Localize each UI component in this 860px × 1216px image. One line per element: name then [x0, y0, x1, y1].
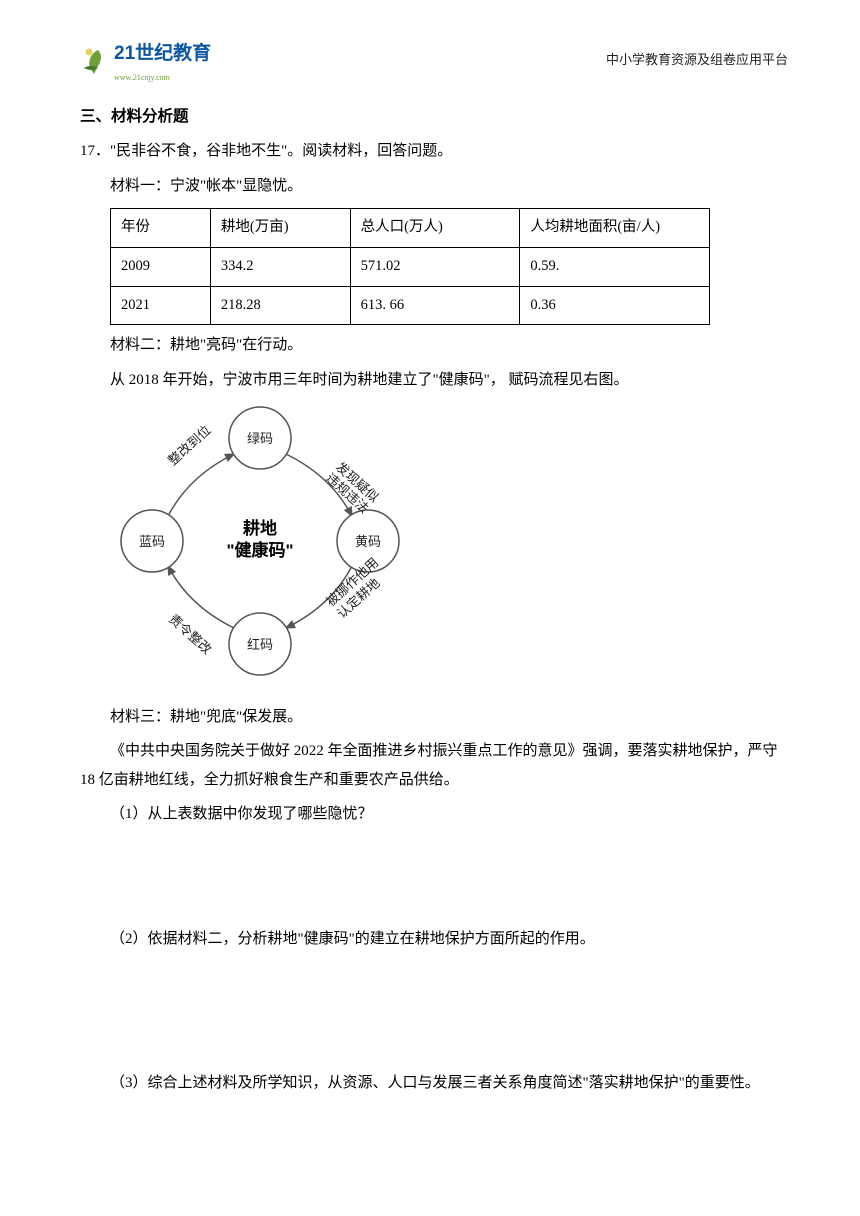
- diagram-node-red: 红码: [247, 637, 273, 652]
- section-title: 三、材料分析题: [80, 102, 788, 131]
- diagram-edge-bl: 责令整改: [166, 611, 215, 657]
- page-header: 21世纪教育 www.21cnjy.com 中小学教育资源及组卷应用平台: [80, 36, 788, 85]
- logo-main-text: 21世纪教育: [114, 36, 211, 72]
- header-right-text: 中小学教育资源及组卷应用平台: [606, 48, 788, 73]
- material-2-label: 材料二：耕地"亮码"在行动。: [110, 331, 788, 360]
- table-cell: 334.2: [210, 247, 350, 286]
- table-cell: 218.28: [210, 286, 350, 325]
- table-cell: 人均耕地面积(亩/人): [520, 209, 710, 248]
- diagram-center-1: 耕地: [243, 518, 277, 538]
- question-stem-text: "民非谷不食，谷非地不生"。阅读材料，回答问题。: [110, 143, 452, 159]
- data-table: 年份 耕地(万亩) 总人口(万人) 人均耕地面积(亩/人) 2009 334.2…: [110, 208, 710, 325]
- table-cell: 571.02: [350, 247, 520, 286]
- diagram-node-blue: 蓝码: [139, 534, 165, 549]
- logo-block: 21世纪教育 www.21cnjy.com: [80, 36, 211, 85]
- question-number: 17．: [80, 143, 110, 159]
- material-1-label: 材料一：宁波"帐本"显隐忧。: [110, 172, 788, 201]
- material-3-text: 《中共中央国务院关于做好 2022 年全面推进乡村振兴重点工作的意见》强调，要落…: [80, 737, 788, 794]
- question-stem: 17．"民非谷不食，谷非地不生"。阅读材料，回答问题。: [80, 137, 788, 166]
- diagram-center-2: "健康码": [226, 540, 293, 560]
- table-cell: 0.59.: [520, 247, 710, 286]
- subquestion-2: （2）依据材料二，分析耕地"健康码"的建立在耕地保护方面所起的作用。: [110, 925, 788, 954]
- diagram-node-yellow: 黄码: [355, 534, 381, 549]
- diagram-edge-tl: 整改到位: [165, 422, 214, 468]
- subquestion-1: （1）从上表数据中你发现了哪些隐忧？: [110, 800, 788, 829]
- table-cell: 耕地(万亩): [210, 209, 350, 248]
- table-row: 年份 耕地(万亩) 总人口(万人) 人均耕地面积(亩/人): [111, 209, 710, 248]
- table-row: 2021 218.28 613. 66 0.36: [111, 286, 710, 325]
- table-cell: 年份: [111, 209, 211, 248]
- logo-text: 21世纪教育 www.21cnjy.com: [114, 36, 211, 85]
- content-area: 三、材料分析题 17．"民非谷不食，谷非地不生"。阅读材料，回答问题。 材料一：…: [80, 102, 788, 1098]
- table-row: 2009 334.2 571.02 0.59.: [111, 247, 710, 286]
- logo-sub-text: www.21cnjy.com: [114, 70, 211, 85]
- subquestion-3: （3）综合上述材料及所学知识，从资源、人口与发展三者关系角度简述"落实耕地保护"…: [110, 1069, 788, 1098]
- diagram-node-green: 绿码: [247, 431, 273, 446]
- health-code-diagram: 绿码 黄码 红码 蓝码 耕地 "健康码" 发现疑似 违规违法 认定耕地 被挪作他…: [110, 396, 410, 697]
- table-cell: 613. 66: [350, 286, 520, 325]
- material-3-label: 材料三：耕地"兜底"保发展。: [110, 703, 788, 732]
- logo-icon: [80, 46, 112, 76]
- table-cell: 2009: [111, 247, 211, 286]
- table-cell: 总人口(万人): [350, 209, 520, 248]
- table-cell: 0.36: [520, 286, 710, 325]
- table-cell: 2021: [111, 286, 211, 325]
- material-2-text: 从 2018 年开始，宁波市用三年时间为耕地建立了"健康码"， 赋码流程见右图。: [80, 366, 788, 395]
